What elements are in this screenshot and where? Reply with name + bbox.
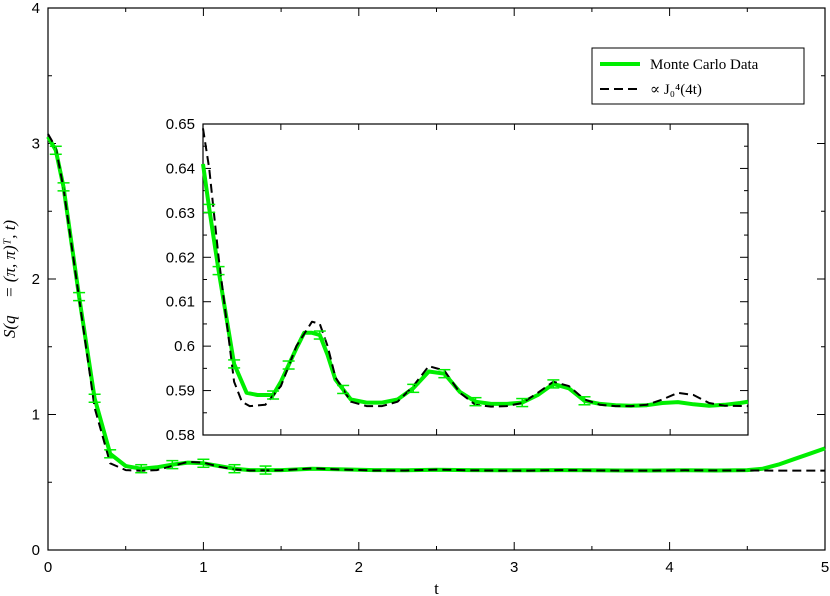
inset-frame: [202, 123, 749, 436]
error-bar: [104, 449, 117, 459]
inset-error-bar: [547, 379, 560, 389]
y-tick-label: 2: [32, 271, 40, 288]
inset-y-tick-label: 0.64: [166, 160, 195, 177]
x-tick-label: 3: [510, 559, 518, 576]
inset-y-tick-label: 0.61: [166, 294, 195, 311]
legend: Monte Carlo Data ∝ J₀⁴(4t): [591, 47, 805, 105]
x-tick-label: 2: [355, 559, 363, 576]
inset-error-bar: [337, 384, 350, 395]
inset-error-bar: [469, 396, 482, 407]
inset-y-tick-label: 0.62: [166, 249, 195, 266]
inset-y-tick-label: 0.63: [166, 205, 195, 222]
error-bar: [73, 291, 86, 302]
error-bar: [228, 463, 241, 474]
inset-error-bar: [228, 359, 241, 369]
inset-error-bar: [212, 265, 225, 276]
inset-error-bar: [267, 390, 280, 400]
error-bar: [197, 458, 210, 469]
y-axis-title: S(q⃗ = (π, π)ᵀ, t): [0, 220, 19, 339]
series-line-bessel: [47, 133, 825, 472]
legend-label-bessel: ∝ J₀⁴(4t): [650, 82, 702, 98]
x-axis-title: t: [434, 579, 439, 596]
legend-box: [591, 47, 805, 105]
y-tick-label: 1: [32, 407, 40, 424]
x-tick-label: 0: [44, 559, 52, 576]
inset-error-bar: [578, 396, 591, 406]
x-tick-label: 5: [821, 559, 829, 576]
y-tick-label: 0: [32, 542, 40, 559]
inset-plot: 0.58 0.59 0.6 0.61 0.62 0.63 0.64 0.65: [166, 116, 749, 444]
legend-label-monte-carlo: Monte Carlo Data: [650, 57, 759, 73]
error-bar: [259, 465, 272, 475]
error-bar: [57, 182, 70, 192]
inset-error-bar: [407, 383, 420, 394]
y-tick-label: 4: [32, 0, 40, 17]
inset-error-bar: [516, 397, 529, 408]
inset-error-bar: [203, 203, 216, 214]
inset-y-tick-label: 0.58: [166, 427, 195, 444]
error-bar: [135, 463, 148, 474]
y-tick-label: 3: [32, 136, 40, 153]
error-bar: [166, 459, 179, 470]
error-bar: [49, 145, 62, 156]
inset-y-tick-label: 0.59: [166, 383, 195, 400]
inset-y-tick-label: 0.6: [174, 338, 195, 355]
error-bar: [88, 393, 101, 403]
x-tick-label: 1: [199, 559, 207, 576]
x-tick-label: 4: [665, 559, 673, 576]
inset-error-bar: [313, 330, 326, 340]
inset-y-tick-label: 0.65: [166, 116, 195, 133]
inset-error-bar: [438, 368, 451, 379]
inset-error-bar: [282, 360, 295, 370]
